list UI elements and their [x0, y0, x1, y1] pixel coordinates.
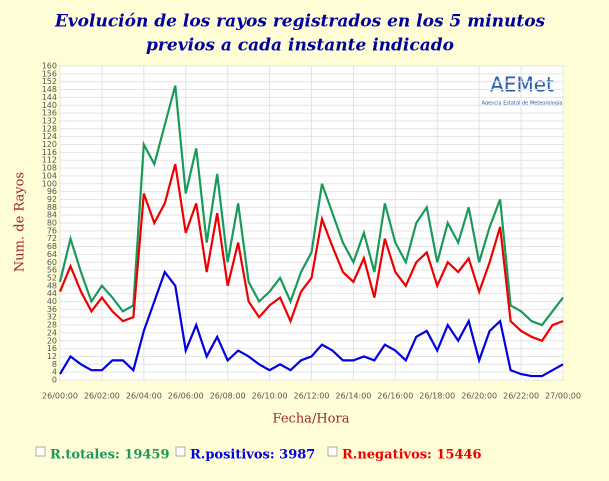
legend-entry: R.positivos: 3987 — [190, 448, 315, 463]
y-tick-label: 60 — [47, 258, 57, 267]
y-tick-label: 156 — [42, 69, 57, 78]
y-tick-label: 96 — [47, 187, 57, 196]
x-tick-label: 26/20:00 — [461, 392, 497, 401]
x-tick-label: 26/00:00 — [42, 392, 78, 401]
series-line — [59, 269, 564, 378]
y-tick-label: 116 — [42, 148, 57, 157]
legend-checkbox — [175, 446, 186, 457]
y-tick-label: 104 — [42, 171, 57, 180]
y-tick-label: 36 — [47, 305, 57, 314]
y-tick-label: 84 — [47, 211, 57, 220]
legend-entry: R.totales: 19459 — [50, 448, 170, 463]
y-tick-label: 20 — [47, 336, 57, 345]
chart-title: Evolución de los rayos registrados en lo… — [54, 12, 546, 32]
y-axis-label: Num. de Rayos — [13, 172, 28, 272]
y-tick-label: 108 — [42, 164, 57, 173]
y-tick-label: 72 — [47, 234, 57, 243]
y-tick-label: 40 — [47, 297, 57, 306]
x-tick-label: 26/22:00 — [503, 392, 539, 401]
y-tick-label: 124 — [42, 132, 57, 141]
y-tick-label: 160 — [42, 62, 57, 71]
y-tick-label: 76 — [47, 226, 57, 235]
y-tick-label: 140 — [42, 101, 57, 110]
y-tick-label: 68 — [47, 242, 57, 251]
y-tick-label: 92 — [47, 195, 57, 204]
series-line — [58, 163, 564, 343]
y-tick-label: 152 — [42, 77, 57, 86]
y-tick-label: 48 — [47, 281, 57, 290]
x-tick-label: 26/18:00 — [419, 392, 455, 401]
x-tick-label: 26/14:00 — [335, 392, 371, 401]
x-tick-label: 26/12:00 — [294, 392, 330, 401]
y-tick-label: 32 — [47, 313, 57, 322]
y-tick-label: 136 — [42, 109, 57, 118]
y-tick-label: 100 — [42, 179, 57, 188]
legend-checkbox — [35, 446, 46, 457]
y-tick-label: 12 — [47, 352, 57, 361]
logo-caption: Agencia Estatal de Meteorología — [482, 100, 563, 107]
y-tick-label: 4 — [52, 368, 57, 377]
y-tick-label: 88 — [47, 203, 57, 212]
logo: AEMet — [490, 73, 554, 97]
chart-subtitle: previos a cada instante indicado — [146, 36, 454, 56]
y-tick-label: 144 — [42, 93, 57, 102]
y-tick-label: 8 — [52, 360, 57, 369]
legend-checkbox — [327, 446, 338, 457]
y-tick-label: 132 — [42, 116, 57, 125]
y-tick-label: 120 — [42, 140, 57, 149]
y-tick-label: 0 — [52, 376, 57, 385]
x-tick-label: 26/16:00 — [377, 392, 413, 401]
y-tick-label: 16 — [47, 344, 57, 353]
y-tick-label: 112 — [42, 156, 57, 165]
y-tick-label: 128 — [42, 124, 57, 133]
y-tick-label: 148 — [42, 85, 57, 94]
y-tick-label: 52 — [47, 273, 57, 282]
legend-entry: R.negativos: 15446 — [342, 448, 482, 463]
x-axis-label: Fecha/Hora — [273, 412, 350, 427]
y-tick-label: 56 — [47, 266, 57, 275]
x-tick-label: 26/04:00 — [126, 392, 162, 401]
x-tick-label: 26/10:00 — [252, 392, 288, 401]
x-tick-label: 27/00:00 — [545, 392, 581, 401]
series-line — [58, 85, 564, 327]
x-tick-label: 26/02:00 — [84, 392, 120, 401]
x-tick-label: 26/08:00 — [210, 392, 246, 401]
y-tick-label: 24 — [47, 328, 57, 337]
y-tick-label: 28 — [47, 321, 57, 330]
y-tick-label: 80 — [47, 219, 57, 228]
x-tick-label: 26/06:00 — [168, 392, 204, 401]
y-tick-label: 44 — [47, 289, 57, 298]
y-tick-label: 64 — [47, 250, 57, 259]
